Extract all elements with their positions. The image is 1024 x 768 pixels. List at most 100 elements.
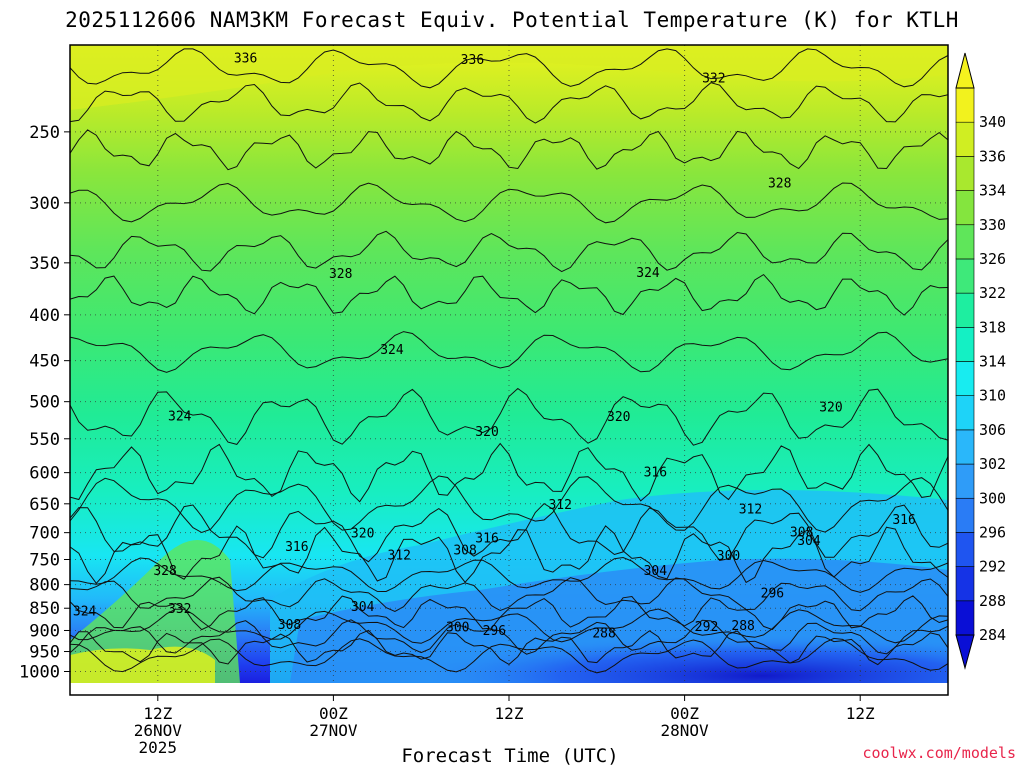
x-tick-label: 28NOV [661, 721, 710, 740]
colorbar-swatch [955, 121, 975, 157]
x-tick-label: 27NOV [309, 721, 358, 740]
colorbar-top-arrow [955, 52, 975, 89]
colorbar-label: 296 [979, 523, 1006, 541]
contour-line [70, 556, 948, 593]
colorbar-label: 314 [979, 353, 1006, 371]
y-axis: 2503003504004505005506006507007508008509… [19, 123, 70, 682]
contour-line [70, 182, 948, 224]
contour-line [70, 387, 948, 446]
colorbar-label: 310 [979, 387, 1006, 405]
y-tick-label: 1000 [19, 662, 60, 682]
contour-line [70, 608, 948, 644]
colorbar-label: 336 [979, 147, 1006, 165]
contour-label: 288 [592, 627, 615, 642]
colorbar-swatch [955, 395, 975, 431]
colorbar-swatch [955, 87, 975, 123]
colorbar-label: 330 [979, 216, 1006, 234]
warm-surface-shading [70, 646, 215, 683]
ground-strip [70, 683, 948, 695]
colorbar-label: 334 [979, 182, 1006, 200]
contour-label: 316 [285, 540, 308, 555]
y-tick-label: 550 [29, 430, 60, 450]
contour-label: 332 [702, 71, 725, 86]
contour-label: 328 [768, 177, 791, 192]
y-tick-label: 800 [29, 576, 60, 596]
contour-label: 316 [892, 513, 915, 528]
y-tick-label: 900 [29, 621, 60, 641]
y-tick-label: 850 [29, 599, 60, 619]
contour-line [70, 82, 948, 124]
colorbar-label: 326 [979, 250, 1006, 268]
contour-label: 308 [453, 544, 476, 559]
contour-line [70, 619, 948, 655]
x-tick-label: 00Z [670, 704, 699, 723]
contour-label: 328 [153, 564, 176, 579]
contour-line [70, 48, 948, 89]
contour-line [70, 629, 948, 666]
contour-line [70, 502, 948, 563]
contour-label: 312 [388, 548, 411, 563]
contour-label: 292 [695, 620, 718, 635]
colorbar-swatch [955, 156, 975, 191]
y-tick-label: 750 [29, 551, 60, 571]
contour-line [70, 475, 948, 534]
contour-label: 308 [278, 618, 301, 633]
colorbar-swatch [955, 327, 975, 362]
upper-warm-shading [70, 45, 948, 110]
colorbar-swatch [955, 429, 975, 465]
contour-line [70, 273, 948, 316]
contour-label: 328 [329, 267, 352, 282]
contour-label: 336 [461, 53, 484, 68]
contour-label: 324 [636, 266, 660, 281]
chart-title: 2025112606 NAM3KM Forecast Equiv. Potent… [65, 8, 959, 32]
contour-label: 312 [739, 503, 762, 518]
colorbar-swatch [955, 190, 975, 226]
contour-line [70, 331, 948, 373]
contour-line [70, 442, 948, 503]
colorbar-label: 322 [979, 284, 1006, 302]
colorbar-swatch [955, 224, 975, 260]
colorbar-swatch [955, 463, 975, 499]
y-tick-label: 600 [29, 464, 60, 484]
contour-label: 336 [234, 51, 257, 66]
colorbar-swatch [955, 497, 975, 533]
colorbar-label: 340 [979, 113, 1006, 131]
contour-label: 312 [548, 498, 571, 513]
colorbar-label: 300 [979, 489, 1006, 507]
colorbar-label: 306 [979, 421, 1006, 439]
contour-label: 320 [475, 425, 498, 440]
colorbar-label: 288 [979, 592, 1006, 610]
y-tick-label: 250 [29, 123, 60, 143]
y-tick-label: 650 [29, 495, 60, 515]
colorbar-swatch [955, 566, 975, 602]
contour-label: 324 [168, 409, 192, 424]
y-tick-label: 950 [29, 643, 60, 663]
contour-label: 320 [351, 526, 374, 541]
contour-label: 296 [483, 624, 506, 639]
contour-label: 316 [475, 531, 498, 546]
contour-line [70, 576, 948, 612]
contour-label: 324 [380, 343, 404, 358]
contour-label: 308 [790, 525, 813, 540]
colorbar-label: 284 [979, 626, 1006, 644]
x-tick-label: 12Z [495, 704, 524, 723]
contour-label: 300 [717, 549, 740, 564]
x-tick-label: 00Z [319, 704, 348, 723]
colorbar-swatch [955, 532, 975, 567]
contour-label: 316 [644, 466, 667, 481]
contour-labels: 336 336 332 328 328 324 324 324 320 320 320 316 312 3… [73, 51, 916, 642]
colorbar-label: 302 [979, 455, 1006, 473]
credit-text: coolwx.com/models [862, 744, 1016, 762]
colorbar: 284 288 292 296 300 302 306 310 314 318 322 326 330 3… [955, 52, 1006, 670]
y-tick-label: 500 [29, 393, 60, 413]
y-tick-label: 300 [29, 194, 60, 214]
y-tick-label: 700 [29, 524, 60, 544]
x-tick-label: 12Z [143, 704, 172, 723]
colorbar-label: 318 [979, 318, 1006, 336]
contour-lines [70, 48, 948, 674]
y-tick-label: 350 [29, 254, 60, 274]
y-tick-label: 450 [29, 352, 60, 372]
contour-line [70, 595, 948, 631]
